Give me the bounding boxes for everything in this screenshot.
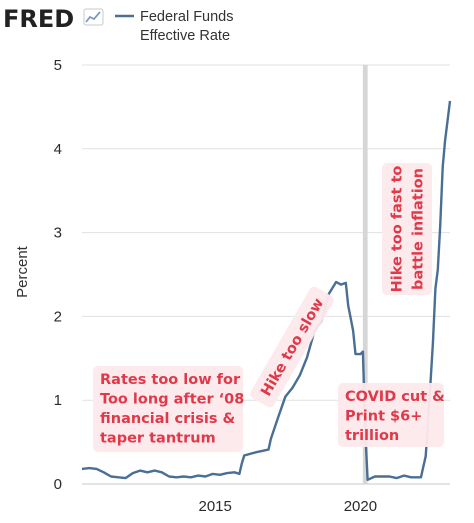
annotation-3: COVID cut & Print $6+ trillion <box>338 383 445 447</box>
annotation-line: COVID cut & <box>345 389 445 405</box>
annotation-line: Rates too low for <box>100 372 241 388</box>
annotation-line: Too long after ‘08 <box>100 392 244 408</box>
annotation-4: Hike too fast to battle inflation <box>382 163 432 295</box>
recession-shading <box>362 65 368 484</box>
annotation-line: financial crisis & <box>100 411 236 427</box>
series-layer <box>81 100 452 481</box>
annotation-1: Rates too low for Too long after ‘08 finan… <box>93 366 244 452</box>
annotation-line: battle inflation <box>411 168 427 290</box>
annotation-line: Hike too fast to <box>390 166 406 293</box>
x-tick-labels: 2015 2020 <box>199 498 378 515</box>
y-axis-label: Percent <box>14 245 31 298</box>
fred-logo-graph-icon <box>83 8 104 26</box>
y-tick-label: 0 <box>54 476 62 493</box>
annotation-box <box>250 286 334 408</box>
annotations: Rates too low for Too long after ‘08 finan… <box>93 163 445 452</box>
legend: Federal Funds Effective Rate <box>115 9 234 44</box>
annotation-box <box>93 366 243 452</box>
recession-band <box>362 65 368 484</box>
y-tick-label: 1 <box>54 392 62 409</box>
legend-label: Federal Funds Effective Rate <box>140 9 234 44</box>
y-tick-label: 2 <box>54 308 62 325</box>
y-tick-labels: 0 1 2 3 4 5 <box>54 57 62 493</box>
y-tick-label: 3 <box>54 225 62 242</box>
y-tick-label: 4 <box>54 141 62 158</box>
fred-logo[interactable]: FRED <box>3 5 104 33</box>
annotation-line: Print $6+ <box>345 409 422 425</box>
annotation-line: Hike too slow <box>258 296 327 399</box>
annotation-line: trillion <box>345 428 399 444</box>
y-tick-label: 5 <box>54 57 62 74</box>
annotation-box <box>382 163 432 295</box>
x-tick-label: 2015 <box>199 498 232 515</box>
annotation-line: taper tantrum <box>100 431 216 447</box>
fred-logo-text: FRED <box>3 5 74 33</box>
annotation-box <box>338 383 444 447</box>
series-line <box>81 100 452 481</box>
x-tick-label: 2020 <box>344 498 377 515</box>
annotation-2: Hike too slow <box>250 286 334 408</box>
